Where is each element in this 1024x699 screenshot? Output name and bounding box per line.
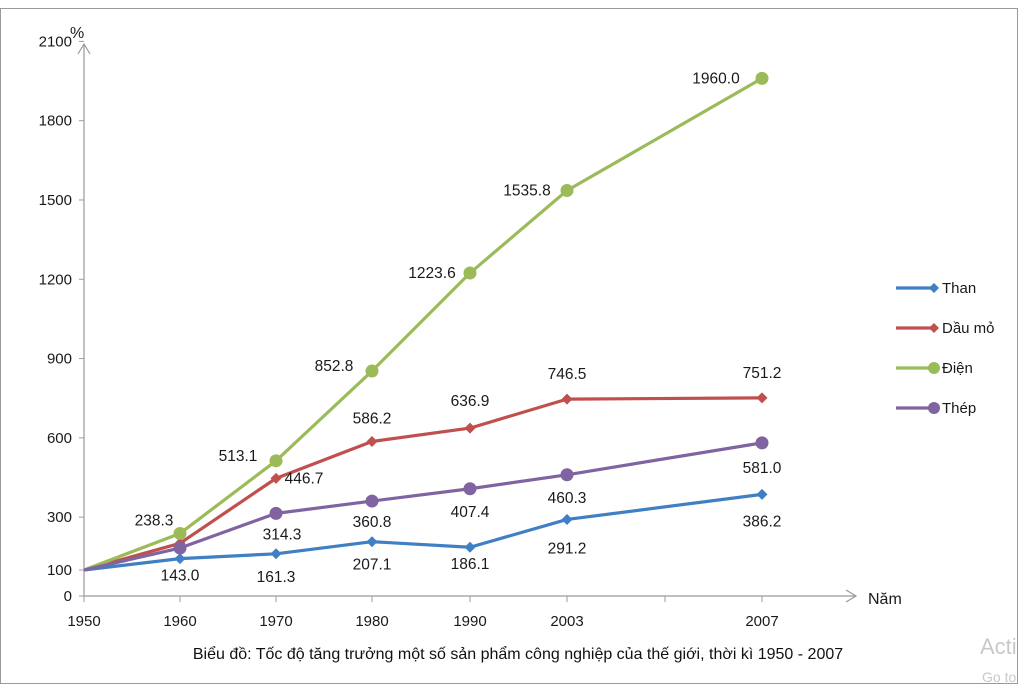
data-label: 386.2 (743, 513, 782, 530)
data-point (366, 536, 378, 548)
watermark-line1: Acti (980, 634, 1017, 659)
data-point (755, 436, 769, 450)
y-tick-label: 600 (47, 430, 72, 447)
y-tick-label: 300 (47, 509, 72, 526)
data-point (464, 541, 476, 553)
x-tick-label: 1960 (163, 613, 196, 630)
legend: Than Dầu mỏ Điện Thép (896, 280, 995, 417)
data-label: 852.8 (315, 358, 354, 375)
y-tick-label: 2100 (39, 33, 72, 50)
x-tick-label: 2003 (550, 613, 583, 630)
data-point (366, 435, 378, 447)
data-point (269, 454, 283, 468)
data-label: 636.9 (451, 393, 490, 410)
y-tick-label: 100 (47, 562, 72, 579)
legend-label: Dầu mỏ (942, 320, 995, 337)
chart-title: Biểu đồ: Tốc độ tăng trưởng một số sản p… (193, 645, 843, 663)
data-label: 407.4 (451, 504, 490, 521)
data-point (560, 184, 574, 198)
data-point (173, 526, 187, 540)
data-point (174, 553, 186, 565)
data-point (365, 364, 379, 378)
data-point (756, 392, 768, 404)
legend-marker (929, 283, 939, 293)
data-label: 581.0 (743, 460, 782, 477)
data-label: 446.7 (285, 470, 324, 487)
y-axis-ticks: 0 100 300 600 900 1200 1500 1800 2100 (39, 33, 84, 605)
data-point (270, 548, 282, 560)
y-tick-label: 0 (64, 588, 72, 605)
data-label: 161.3 (257, 569, 296, 586)
x-tick-label: 1970 (259, 613, 292, 630)
data-label: 360.8 (353, 514, 392, 531)
y-tick-label: 1500 (39, 192, 72, 209)
data-point (463, 482, 477, 496)
data-label: 238.3 (135, 512, 174, 529)
data-point (561, 513, 573, 525)
data-point (463, 266, 477, 280)
legend-label: Điện (942, 360, 973, 377)
legend-label: Than (942, 280, 976, 297)
data-label: 143.0 (161, 568, 200, 585)
x-tick-label: 1950 (67, 613, 100, 630)
x-axis-label: Năm (868, 591, 902, 608)
legend-marker (929, 323, 939, 333)
x-tick-label: 2007 (745, 613, 778, 630)
y-tick-label: 900 (47, 351, 72, 368)
y-axis-arrow (77, 42, 91, 55)
data-labels: 143.0 161.3 207.1 186.1 291.2 386.2 446.7 586.2… (135, 70, 782, 585)
data-point (270, 472, 282, 484)
data-label: 314.3 (263, 526, 302, 543)
data-point (269, 506, 283, 520)
data-point (560, 468, 574, 482)
data-label: 1223.6 (408, 265, 455, 282)
data-point (755, 71, 769, 85)
series-markers (173, 71, 769, 565)
y-tick-label: 1200 (39, 271, 72, 288)
x-axis-arrow (845, 589, 858, 603)
data-label: 746.5 (548, 366, 587, 383)
data-point (365, 494, 379, 508)
legend-marker (928, 362, 940, 374)
data-point (756, 488, 768, 500)
data-label: 460.3 (548, 490, 587, 507)
legend-marker (928, 402, 940, 414)
series-lines (83, 77, 763, 572)
y-tick-label: 1800 (39, 113, 72, 130)
data-point (464, 422, 476, 434)
data-label: 1535.8 (503, 183, 550, 200)
watermark-line2: Go to (982, 669, 1016, 685)
x-tick-label: 1980 (355, 613, 388, 630)
x-tick-label: 1990 (453, 613, 486, 630)
y-axis-unit-label: % (70, 25, 84, 42)
x-axis-ticks: 1950 1960 1970 1980 1990 2003 2007 (67, 596, 779, 630)
data-label: 291.2 (548, 540, 587, 557)
data-label: 1960.0 (692, 70, 740, 87)
data-label: 751.2 (743, 365, 782, 382)
data-point (173, 541, 187, 555)
data-point (561, 393, 573, 405)
data-label: 186.1 (451, 556, 490, 573)
legend-label: Thép (942, 400, 976, 417)
data-label: 586.2 (353, 410, 392, 427)
data-label: 207.1 (353, 557, 392, 574)
chart-frame (0, 8, 1018, 684)
data-label: 513.1 (219, 448, 258, 465)
